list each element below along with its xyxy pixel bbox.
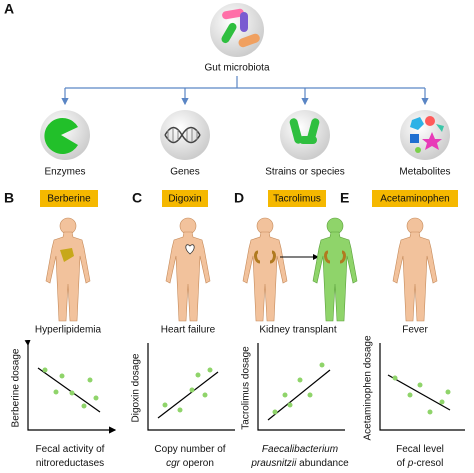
- y-label: Digoxin dosage: [131, 353, 142, 422]
- panel-label: D: [234, 190, 244, 206]
- drug-label: Digoxin: [168, 194, 201, 205]
- scatter-sketch: [147, 343, 235, 431]
- x-label-part: abundance: [296, 458, 349, 469]
- y-label: Acetaminophen dosage: [363, 335, 374, 441]
- metabolite-icon: [400, 110, 450, 160]
- x-label-part: Fecal level: [396, 444, 444, 455]
- body: [242, 217, 288, 322]
- enzyme-icon: [40, 110, 90, 160]
- item-label: Genes: [170, 167, 199, 178]
- item-label: Strains or species: [265, 167, 344, 178]
- drug-label: Tacrolimus: [273, 194, 321, 205]
- panel-label: A: [4, 1, 14, 17]
- x-label: prausnitzii abundance: [250, 458, 349, 469]
- kidneys: [254, 250, 276, 264]
- x-labels: Fecal activity of nitroreductases Copy num…: [36, 444, 444, 469]
- panel-label: E: [340, 190, 349, 206]
- condition: Kidney transplant: [259, 325, 336, 336]
- panel-label: C: [132, 190, 142, 206]
- item-label: Metabolites: [399, 167, 450, 178]
- x-label-part: cgr: [166, 458, 181, 469]
- drug-box: [162, 190, 208, 207]
- connector: [65, 76, 425, 89]
- condition: Hyperlipidemia: [35, 325, 102, 336]
- drug-box: [268, 190, 326, 207]
- x-label-part: Fecal activity of: [36, 444, 105, 455]
- condition: Fever: [402, 325, 428, 336]
- heart: [185, 244, 195, 255]
- scatter-sketch: [27, 343, 117, 434]
- drug-box: [372, 190, 458, 207]
- y-label: Tacrolimus dosage: [241, 346, 252, 430]
- x-label: Fecal activity of: [36, 444, 105, 455]
- liver: [60, 248, 74, 262]
- strain-icon: [280, 110, 330, 160]
- panel-label: B: [4, 190, 14, 206]
- item-label: Enzymes: [44, 167, 85, 178]
- x-label-part: operon: [180, 458, 214, 469]
- x-label-part: of: [397, 458, 408, 469]
- drug-label: Berberine: [47, 194, 91, 205]
- x-label: nitroreductases: [36, 458, 104, 469]
- body: [165, 217, 211, 322]
- x-label: of p-cresol: [397, 458, 444, 469]
- gene-icon: [160, 110, 210, 160]
- x-label-part: p: [407, 458, 414, 469]
- x-label-part: -cresol: [413, 458, 443, 469]
- x-label-part: Copy number of: [154, 444, 225, 455]
- body: [312, 217, 358, 322]
- x-label: cgr operon: [166, 458, 214, 469]
- title: Gut microbiota: [204, 63, 269, 74]
- body: [45, 217, 91, 322]
- scatter-sketch: [379, 343, 465, 431]
- drug-box: [40, 190, 98, 207]
- microbiota-icon: [210, 3, 264, 57]
- body: [392, 217, 438, 322]
- x-label-part: prausnitzii: [250, 458, 297, 469]
- x-label: Copy number of: [154, 444, 225, 455]
- kidneys: [324, 250, 346, 264]
- x-label: Faecalibacterium: [262, 444, 338, 455]
- drug-label: Acetaminophen: [380, 194, 450, 205]
- scatter-sketch: [257, 343, 345, 431]
- y-label: Berberine dosage: [11, 348, 22, 427]
- x-label-part: Faecalibacterium: [262, 444, 338, 455]
- x-label-part: nitroreductases: [36, 458, 104, 469]
- x-label: Fecal level: [396, 444, 444, 455]
- condition: Heart failure: [161, 325, 216, 336]
